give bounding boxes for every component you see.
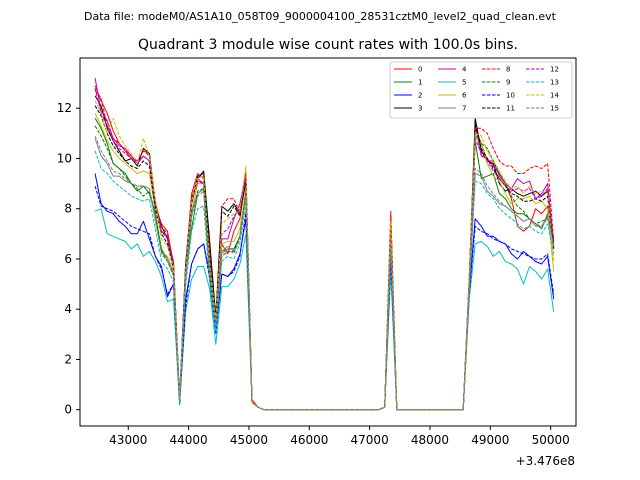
- x-tick-label: 43000: [109, 433, 147, 447]
- legend-label: 1: [418, 79, 422, 87]
- x-tick-label: 49000: [471, 433, 509, 447]
- legend-label: 13: [550, 79, 559, 87]
- legend-label: 8: [506, 66, 510, 74]
- series-line-2: [94, 173, 555, 411]
- plot-frame: [79, 57, 577, 427]
- series-line-12: [94, 87, 555, 411]
- x-axis-offset-label: +3.476e8: [516, 454, 575, 468]
- legend-label: 6: [462, 92, 467, 100]
- y-tick-label: 2: [64, 352, 72, 366]
- legend-label: 9: [506, 79, 510, 87]
- x-axis: 43000 44000 45000 46000 47000 48000 49000 50000: [109, 426, 570, 447]
- legend-label: 15: [550, 105, 559, 113]
- series-line-15: [94, 135, 555, 411]
- chart-suptitle: Data file: modeM0/AS1A10_058T09_90000041…: [84, 10, 557, 23]
- series-line-8: [94, 90, 555, 411]
- legend-label: 2: [418, 92, 422, 100]
- series-line-9: [94, 125, 555, 411]
- legend-label: 14: [550, 92, 559, 100]
- series-line-13: [94, 150, 555, 411]
- series-line-6: [94, 113, 555, 411]
- y-axis: 0 2 4 6 8 10 12: [57, 101, 80, 417]
- x-tick-label: 45000: [230, 433, 268, 447]
- series-line-3: [94, 95, 555, 411]
- x-tick-label: 50000: [532, 433, 570, 447]
- y-tick-label: 12: [57, 101, 72, 115]
- series-line-5: [94, 208, 555, 411]
- legend-label: 12: [550, 66, 559, 74]
- plot-lines: [94, 78, 555, 411]
- legend-label: 3: [418, 105, 422, 113]
- series-line-10: [94, 185, 555, 411]
- legend-label: 4: [462, 66, 467, 74]
- legend-label: 5: [462, 79, 466, 87]
- legend-label: 11: [506, 105, 515, 113]
- x-tick-label: 46000: [290, 433, 328, 447]
- x-tick-label: 44000: [170, 433, 208, 447]
- y-tick-label: 0: [64, 403, 72, 417]
- series-line-7: [94, 138, 555, 411]
- legend-label: 10: [506, 92, 515, 100]
- x-tick-label: 47000: [351, 433, 389, 447]
- series-line-11: [94, 105, 555, 411]
- y-tick-label: 8: [64, 202, 72, 216]
- legend-box: [389, 61, 573, 119]
- y-tick-label: 10: [57, 151, 72, 165]
- legend-label: 0: [418, 66, 422, 74]
- y-tick-label: 6: [64, 252, 72, 266]
- series-line-0: [94, 85, 555, 411]
- x-tick-label: 48000: [411, 433, 449, 447]
- y-tick-label: 4: [64, 302, 72, 316]
- legend-label: 7: [462, 105, 466, 113]
- chart-title: Quadrant 3 module wise count rates with …: [138, 37, 518, 53]
- series-line-14: [94, 100, 555, 411]
